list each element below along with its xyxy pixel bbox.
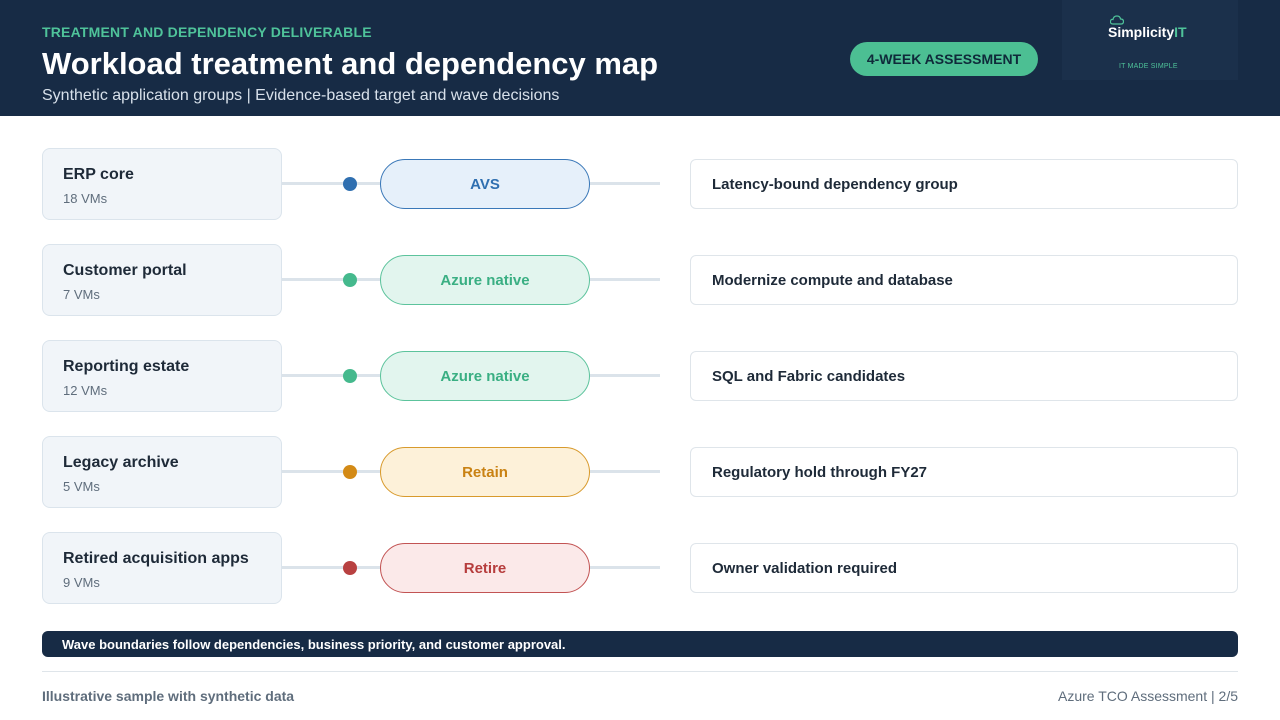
connector-line xyxy=(590,374,660,377)
connector-line xyxy=(282,470,380,473)
logo-wordmark: SimplicityIT xyxy=(1108,24,1187,40)
workload-group-card: ERP core 18 VMs xyxy=(42,148,282,220)
vm-count: 18 VMs xyxy=(63,191,108,206)
workload-group-name: Retired acquisition apps xyxy=(63,550,249,567)
workload-group-card: Reporting estate 12 VMs xyxy=(42,340,282,412)
vm-count: 9 VMs xyxy=(63,575,100,590)
connector-line xyxy=(590,182,660,185)
vm-count: 12 VMs xyxy=(63,383,108,398)
decision-note: Regulatory hold through FY27 xyxy=(690,447,1238,497)
workload-group-name: Reporting estate xyxy=(63,358,190,375)
vm-count: 7 VMs xyxy=(63,287,100,302)
decision-note: Owner validation required xyxy=(690,543,1238,593)
connector-line xyxy=(282,374,380,377)
page-title: Workload treatment and dependency map xyxy=(42,46,659,81)
eyebrow-label: TREATMENT AND DEPENDENCY DELIVERABLE xyxy=(42,24,372,40)
workload-row: Legacy archive 5 VMs Retain Regulatory h… xyxy=(0,436,1280,508)
connector-line xyxy=(590,566,660,569)
connector-line xyxy=(282,182,380,185)
summary-banner: Wave boundaries follow dependencies, bus… xyxy=(42,631,1238,657)
assessment-badge: 4-WEEK ASSESSMENT xyxy=(850,42,1038,76)
footer-disclaimer: Illustrative sample with synthetic data xyxy=(42,688,295,704)
workload-row: Customer portal 7 VMs Azure native Moder… xyxy=(0,244,1280,316)
cloud-icon xyxy=(1110,15,1124,25)
footer-divider xyxy=(42,671,1238,672)
page-subtitle: Synthetic application groups | Evidence-… xyxy=(42,87,560,104)
workload-group-card: Legacy archive 5 VMs xyxy=(42,436,282,508)
header-bar: TREATMENT AND DEPENDENCY DELIVERABLE Wor… xyxy=(0,0,1280,116)
logo-tagline: IT MADE SIMPLE xyxy=(1119,63,1178,70)
workload-group-name: ERP core xyxy=(63,166,134,183)
workload-row: Retired acquisition apps 9 VMs Retire Ow… xyxy=(0,532,1280,604)
decision-note: Modernize compute and database xyxy=(690,255,1238,305)
treatment-pill: Retire xyxy=(380,543,590,593)
workload-row: ERP core 18 VMs AVS Latency-bound depend… xyxy=(0,148,1280,220)
workload-row: Reporting estate 12 VMs Azure native SQL… xyxy=(0,340,1280,412)
treatment-pill: Retain xyxy=(380,447,590,497)
decision-note: Latency-bound dependency group xyxy=(690,159,1238,209)
connector-dot xyxy=(343,369,357,383)
decision-note: SQL and Fabric candidates xyxy=(690,351,1238,401)
workload-group-card: Customer portal 7 VMs xyxy=(42,244,282,316)
treatment-pill: Azure native xyxy=(380,255,590,305)
connector-dot xyxy=(343,177,357,191)
treatment-pill: Azure native xyxy=(380,351,590,401)
logo: SimplicityIT IT MADE SIMPLE xyxy=(1062,0,1238,80)
connector-dot xyxy=(343,561,357,575)
connector-line xyxy=(590,470,660,473)
workload-group-name: Customer portal xyxy=(63,262,187,279)
connector-line xyxy=(282,278,380,281)
vm-count: 5 VMs xyxy=(63,479,100,494)
connector-dot xyxy=(343,273,357,287)
connector-line xyxy=(590,278,660,281)
connector-dot xyxy=(343,465,357,479)
workload-group-name: Legacy archive xyxy=(63,454,179,471)
treatment-pill: AVS xyxy=(380,159,590,209)
workload-group-card: Retired acquisition apps 9 VMs xyxy=(42,532,282,604)
footer-page-label: Azure TCO Assessment | 2/5 xyxy=(1057,688,1238,704)
connector-line xyxy=(282,566,380,569)
